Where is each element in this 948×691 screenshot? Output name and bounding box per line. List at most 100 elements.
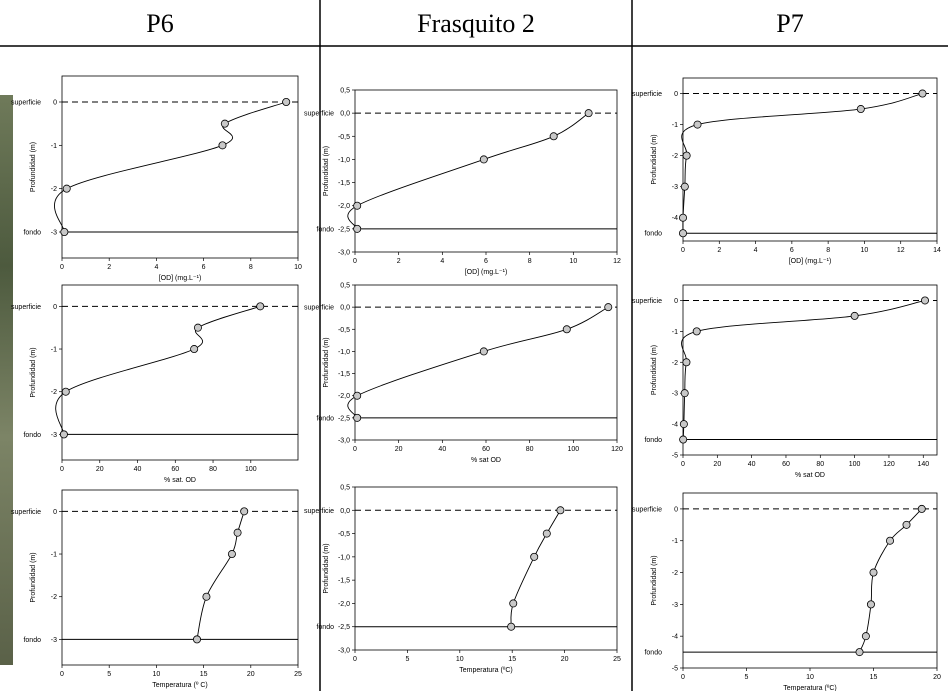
x-tick-label: 25 [294, 671, 302, 678]
x-tick-label: 2 [397, 258, 401, 265]
x-tick-label: 25 [613, 656, 621, 663]
data-point [530, 552, 539, 561]
x-tick-label: 6 [202, 264, 206, 271]
plot-frame [354, 89, 618, 253]
reference-label: superficie [632, 298, 662, 305]
y-tick-label: 0 [53, 100, 57, 107]
x-tick-label: 40 [134, 466, 142, 473]
data-point [218, 141, 227, 150]
data-point [220, 119, 229, 128]
x-tick-label: 10 [153, 671, 161, 678]
x-tick-label: 4 [754, 247, 758, 254]
x-tick-label: 5 [405, 656, 409, 663]
y-tick-label: -1 [51, 552, 57, 559]
x-tick-label: 40 [748, 461, 756, 468]
x-tick-label: 20 [247, 671, 255, 678]
data-point [542, 529, 551, 538]
reference-label: superficie [11, 509, 41, 516]
reference-label: fondo [644, 231, 662, 238]
x-tick-label: 60 [782, 461, 790, 468]
x-axis-label: Temperatura (ºC) [783, 685, 837, 691]
x-tick-label: 20 [395, 446, 403, 453]
reference-label: fondo [644, 650, 662, 657]
reference-label: superficie [632, 506, 662, 513]
data-point [886, 536, 895, 545]
x-tick-label: 15 [200, 671, 208, 678]
y-axis-label: Profundidad (m) [651, 345, 658, 395]
y-tick-label: -2,5 [338, 415, 350, 422]
x-tick-label: 40 [438, 446, 446, 453]
x-tick-label: 10 [861, 247, 869, 254]
y-tick-label: 0,5 [340, 283, 350, 290]
x-tick-label: 80 [209, 466, 217, 473]
y-axis-label: Profundidad (m) [30, 347, 37, 397]
y-tick-label: 0 [674, 506, 678, 513]
reference-label: fondo [23, 230, 41, 237]
x-tick-label: 80 [526, 446, 534, 453]
data-point [920, 296, 929, 305]
y-axis-label: Profundidad (m) [323, 543, 330, 593]
data-point [353, 391, 362, 400]
reference-label: superficie [11, 100, 41, 107]
data-point [202, 592, 211, 601]
x-tick-label: 10 [569, 258, 577, 265]
data-point [60, 227, 69, 236]
profile-line [681, 300, 926, 440]
data-point [902, 520, 911, 529]
x-axis-label: Temperatura (º C) [152, 682, 207, 689]
data-point [479, 155, 488, 164]
data-point [679, 420, 688, 429]
y-tick-label: 0 [53, 304, 57, 311]
profile-line [347, 306, 609, 419]
x-tick-label: 10 [456, 656, 464, 663]
data-point [680, 389, 689, 398]
data-point [353, 201, 362, 210]
x-tick-label: 120 [611, 446, 623, 453]
data-point [61, 387, 70, 396]
data-point [861, 632, 870, 641]
satellite-strip [0, 95, 13, 665]
data-point [233, 528, 242, 537]
reference-label: superficie [11, 304, 41, 311]
x-tick-label: 8 [249, 264, 253, 271]
y-axis-label: Profundidad (m) [30, 142, 37, 192]
reference-label: superficie [304, 305, 334, 312]
x-axis-label: % sat OD [471, 457, 501, 464]
data-point [62, 184, 71, 193]
plot-frame [682, 284, 938, 456]
x-tick-label: 0 [60, 671, 64, 678]
reference-label: superficie [304, 508, 334, 515]
column-title: P7 [776, 9, 803, 38]
data-point [353, 224, 362, 233]
x-tick-label: 100 [849, 461, 861, 468]
y-tick-label: -1,5 [338, 578, 350, 585]
y-tick-label: -2 [51, 186, 57, 193]
x-tick-label: 6 [790, 247, 794, 254]
data-point [509, 599, 518, 608]
data-point [855, 648, 864, 657]
x-tick-label: 140 [917, 461, 929, 468]
x-tick-label: 15 [870, 674, 878, 681]
y-tick-label: 0 [674, 91, 678, 98]
y-tick-label: -1,0 [338, 157, 350, 164]
data-point [679, 229, 688, 238]
plot-frame [682, 77, 938, 242]
profile-line [510, 510, 561, 627]
x-tick-label: 12 [897, 247, 905, 254]
data-point [353, 413, 362, 422]
reference-label: fondo [316, 226, 334, 233]
y-tick-label: -1 [672, 538, 678, 545]
x-tick-label: 20 [713, 461, 721, 468]
y-tick-label: -1 [51, 347, 57, 354]
plot-frame [61, 75, 299, 259]
data-point [679, 435, 688, 444]
y-tick-label: 0,5 [340, 485, 350, 492]
data-point [604, 303, 613, 312]
x-tick-label: 15 [508, 656, 516, 663]
y-tick-label: 0 [674, 298, 678, 305]
y-tick-label: -1,0 [338, 554, 350, 561]
profile-line [347, 112, 589, 230]
x-axis-label: [OD] (mg.L⁻¹) [465, 269, 508, 276]
x-tick-label: 20 [96, 466, 104, 473]
profile-line [859, 508, 923, 653]
